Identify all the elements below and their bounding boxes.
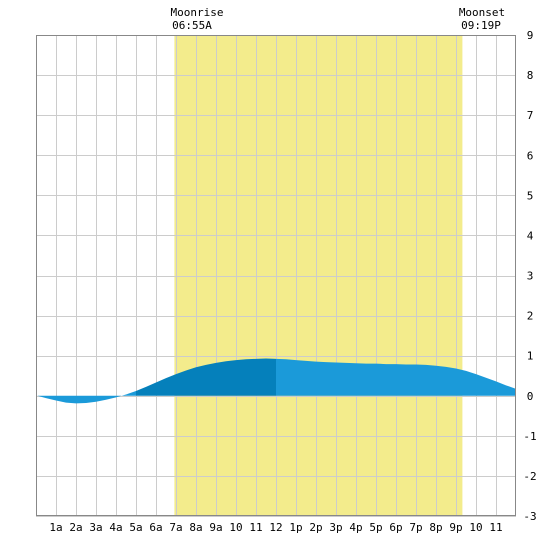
y-tick-label: 9 [527, 29, 534, 42]
y-tick-label: 1 [527, 350, 534, 363]
tide-area-segment [136, 358, 276, 396]
x-tick-label: 8a [189, 521, 202, 534]
y-tick-label: 0 [527, 390, 534, 403]
moon-visible-band [174, 35, 463, 516]
x-tick-label: 11 [489, 521, 502, 534]
x-tick-label: 1p [289, 521, 302, 534]
x-tick-label: 9p [449, 521, 462, 534]
x-tick-label: 11 [249, 521, 262, 534]
y-tick-label: 7 [527, 109, 534, 122]
x-tick-label: 12 [269, 521, 282, 534]
tide-area-segment [276, 358, 516, 396]
x-tick-label: 4a [109, 521, 122, 534]
moonrise-label: Moonrise [171, 6, 224, 19]
y-tick-label: 6 [527, 149, 534, 162]
y-tick-label: -1 [523, 430, 536, 443]
y-tick-label: -3 [523, 510, 536, 523]
x-tick-label: 3p [329, 521, 342, 534]
y-tick-label: -2 [523, 470, 536, 483]
x-tick-label: 3a [89, 521, 102, 534]
y-tick-label: 2 [527, 310, 534, 323]
x-tick-label: 10 [469, 521, 482, 534]
y-tick-label: 8 [527, 69, 534, 82]
x-tick-label: 2p [309, 521, 322, 534]
y-tick-label: 4 [527, 229, 534, 242]
x-tick-label: 6a [149, 521, 162, 534]
plot-border [36, 35, 516, 516]
x-tick-label: 9a [209, 521, 222, 534]
x-tick-label: 7p [409, 521, 422, 534]
moon-band-layer [174, 35, 463, 516]
x-tick-label: 6p [389, 521, 402, 534]
x-tick-label: 2a [69, 521, 82, 534]
y-tick-label: 5 [527, 189, 534, 202]
y-tick-label: 3 [527, 270, 534, 283]
x-tick-label: 10 [229, 521, 242, 534]
tide-area-layer [36, 358, 516, 404]
label-layer: 1a 2a 3a 4a 5a 6a 7a 8a 9a 10 11 12 1p 2p 3p 4p 5p 6p 7p 8p… [49, 6, 536, 534]
x-tick-label: 5a [129, 521, 142, 534]
x-tick-label: 7a [169, 521, 182, 534]
tide-area-segment [36, 390, 136, 404]
x-tick-label: 4p [349, 521, 362, 534]
moonset-label: Moonset [459, 6, 505, 19]
moonrise-time: 06:55A [172, 19, 212, 32]
x-tick-label: 8p [429, 521, 442, 534]
moonset-time: 09:19P [461, 19, 501, 32]
x-tick-label: 1a [49, 521, 62, 534]
x-tick-label: 5p [369, 521, 382, 534]
